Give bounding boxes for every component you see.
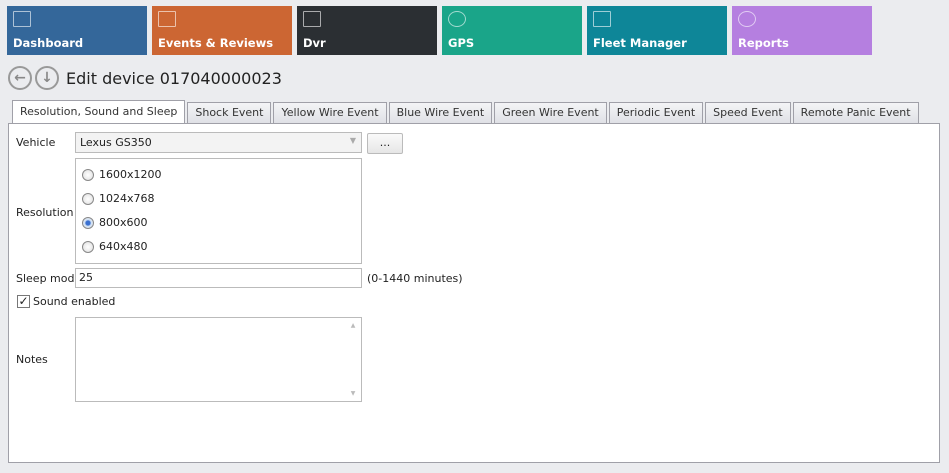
tab-resolution-sound-and-sleep[interactable]: Resolution, Sound and Sleep — [12, 100, 186, 123]
radio-label: 800x600 — [99, 216, 148, 229]
tab-speed-event[interactable]: Speed Event — [705, 102, 791, 123]
tile-label: Fleet Manager — [593, 36, 687, 50]
sleep-mode-hint: (0-1440 minutes) — [367, 272, 463, 285]
tile-dvr[interactable]: Dvr — [297, 6, 437, 55]
tab-blue-wire-event[interactable]: Blue Wire Event — [388, 102, 493, 123]
map-pin-icon — [448, 11, 466, 27]
back-button[interactable]: ← — [8, 66, 32, 90]
tab-periodic-event[interactable]: Periodic Event — [608, 102, 704, 123]
radio-640x480[interactable]: 640x480 — [82, 240, 148, 253]
tab-bar: Resolution, Sound and Sleep Shock Event Ye… — [12, 100, 921, 123]
tile-gps[interactable]: GPS — [442, 6, 582, 55]
radio-icon — [82, 192, 94, 205]
notes-textarea[interactable]: ▲ ▼ — [75, 317, 362, 402]
vehicle-select[interactable]: Lexus GS350 ▼ — [75, 132, 362, 153]
radio-label: 1024x768 — [99, 192, 155, 205]
header: ← ↓ Edit device 017040000023 — [8, 66, 282, 90]
checkmark-icon: ✓ — [17, 294, 30, 308]
sleep-mode-label: Sleep mode — [16, 272, 82, 285]
arrow-left-icon: ← — [14, 70, 26, 86]
radio-icon — [82, 240, 94, 253]
arrow-down-icon: ↓ — [41, 70, 53, 86]
vehicle-value: Lexus GS350 — [80, 136, 152, 149]
chart-icon — [13, 11, 31, 27]
tile-label: Events & Reviews — [158, 36, 274, 50]
resolution-group: 1600x1200 1024x768 800x600 640x480 — [75, 158, 362, 264]
dvr-icon — [303, 11, 321, 27]
notes-label: Notes — [16, 353, 48, 366]
sleep-mode-input[interactable]: 25 — [75, 268, 362, 288]
resolution-label: Resolution — [16, 206, 74, 219]
radio-label: 1600x1200 — [99, 168, 162, 181]
vehicle-label: Vehicle — [16, 136, 56, 149]
tile-label: Dashboard — [13, 36, 84, 50]
cars-icon — [593, 11, 611, 27]
tab-panel: Vehicle Lexus GS350 ▼ ... Resolution 160… — [8, 123, 940, 463]
tile-label: Reports — [738, 36, 789, 50]
pie-chart-icon — [738, 11, 756, 27]
radio-icon — [82, 216, 94, 229]
tab-shock-event[interactable]: Shock Event — [187, 102, 272, 123]
sound-enabled-label: Sound enabled — [33, 295, 116, 308]
tile-fleet-manager[interactable]: Fleet Manager — [587, 6, 727, 55]
radio-1024x768[interactable]: 1024x768 — [82, 192, 155, 205]
radio-800x600[interactable]: 800x600 — [82, 216, 148, 229]
down-button[interactable]: ↓ — [35, 66, 59, 90]
clipboard-check-icon — [158, 11, 176, 27]
notes-scrollbar[interactable]: ▲ ▼ — [350, 322, 356, 397]
tile-dashboard[interactable]: Dashboard — [7, 6, 147, 55]
tile-label: GPS — [448, 36, 475, 50]
sound-enabled-checkbox[interactable]: ✓ Sound enabled — [17, 295, 115, 308]
tile-reports[interactable]: Reports — [732, 6, 872, 55]
browse-vehicle-button[interactable]: ... — [367, 133, 403, 154]
tile-events-reviews[interactable]: Events & Reviews — [152, 6, 292, 55]
tab-remote-panic-event[interactable]: Remote Panic Event — [792, 102, 919, 123]
tab-green-wire-event[interactable]: Green Wire Event — [494, 102, 607, 123]
tile-label: Dvr — [303, 36, 326, 50]
tab-yellow-wire-event[interactable]: Yellow Wire Event — [273, 102, 387, 123]
radio-label: 640x480 — [99, 240, 148, 253]
chevron-down-icon: ▼ — [349, 136, 356, 145]
page-title: Edit device 017040000023 — [66, 68, 282, 88]
radio-icon — [82, 168, 94, 181]
radio-1600x1200[interactable]: 1600x1200 — [82, 168, 162, 181]
